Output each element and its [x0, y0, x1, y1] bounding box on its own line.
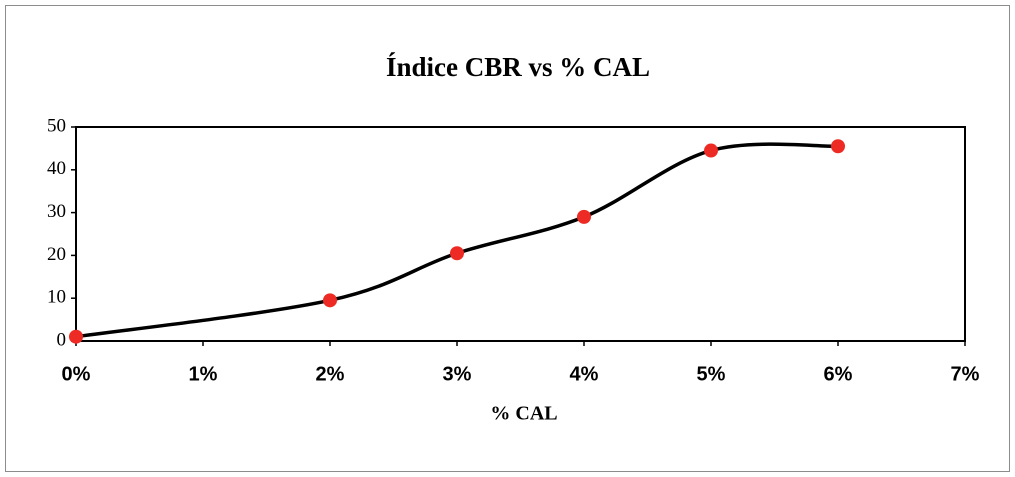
data-point — [450, 246, 464, 261]
x-tick-label: 6% — [824, 363, 853, 385]
x-tick-label: 5% — [697, 363, 726, 385]
data-point — [704, 143, 718, 158]
x-tick-label: 4% — [570, 363, 599, 385]
x-axis-title: % CAL — [490, 403, 557, 425]
y-tick-label: 20 — [47, 244, 66, 265]
plot-area — [75, 126, 966, 342]
chart-title: Índice CBR vs % CAL — [386, 52, 650, 82]
y-tick-label: 40 — [47, 158, 66, 179]
y-tick-label: 10 — [47, 287, 66, 308]
data-point — [323, 293, 337, 308]
x-tick-label: 3% — [443, 363, 472, 385]
x-tick-label: 1% — [189, 363, 218, 385]
y-tick-label: 0 — [57, 329, 67, 350]
x-tick-label: 0% — [62, 363, 91, 385]
y-tick-label: 50 — [47, 115, 66, 136]
data-point — [831, 139, 845, 154]
data-point — [577, 209, 591, 224]
x-tick-label: 2% — [316, 363, 345, 385]
x-tick-label: 7% — [951, 363, 980, 385]
data-point — [69, 329, 83, 344]
y-tick-label: 30 — [47, 201, 66, 222]
